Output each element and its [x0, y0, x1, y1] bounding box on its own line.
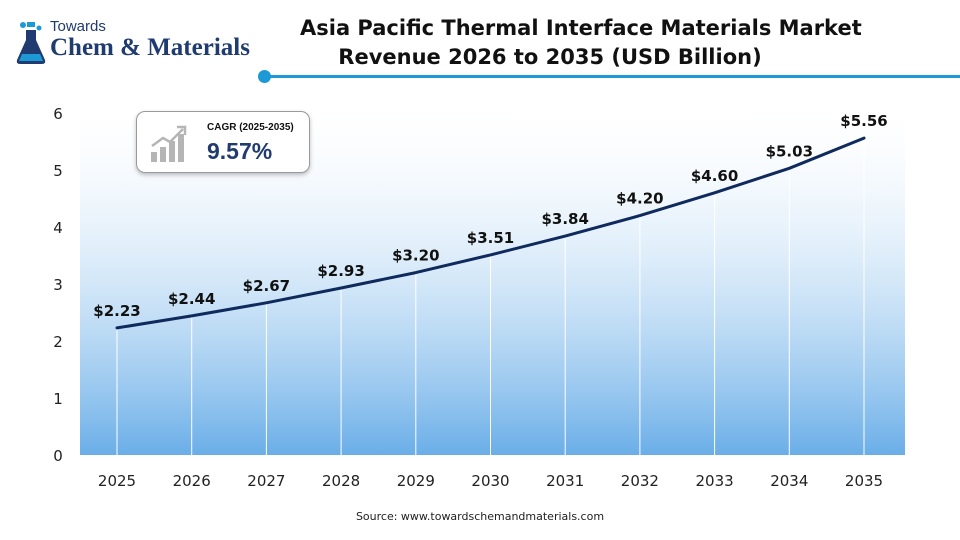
data-label: $4.60 — [691, 167, 738, 185]
header-rule-dot — [258, 70, 271, 83]
data-label: $5.56 — [840, 112, 887, 130]
data-label: $2.23 — [93, 302, 140, 320]
bar-growth-icon — [151, 125, 187, 162]
data-label: $2.93 — [317, 262, 364, 280]
x-tick-label: 2025 — [98, 472, 136, 490]
y-tick-label: 3 — [53, 276, 63, 294]
y-tick-label: 6 — [53, 105, 63, 123]
x-tick-label: 2035 — [845, 472, 883, 490]
data-label: $3.51 — [467, 229, 514, 247]
x-tick-label: 2026 — [173, 472, 211, 490]
header-rule — [268, 75, 960, 78]
chart-title-line-1: Asia Pacific Thermal Interface Materials… — [300, 16, 862, 40]
cagr-badge: CAGR (2025-2035) 9.57% — [136, 111, 310, 173]
data-label: $3.84 — [541, 210, 588, 228]
x-tick-label: 2034 — [770, 472, 808, 490]
cagr-label: CAGR (2025-2035) — [207, 122, 294, 133]
x-tick-label: 2032 — [621, 472, 659, 490]
chart-title-line-2: Revenue 2026 to 2035 (USD Billion) — [338, 45, 762, 69]
cagr-value: 9.57% — [207, 138, 273, 164]
y-tick-label: 0 — [53, 447, 63, 465]
x-tick-label: 2033 — [696, 472, 734, 490]
x-tick-label: 2027 — [247, 472, 285, 490]
x-tick-label: 2029 — [397, 472, 435, 490]
data-label: $2.67 — [243, 277, 290, 295]
source-note: Source: www.towardschemandmaterials.com — [355, 510, 605, 523]
y-tick-label: 2 — [53, 333, 63, 351]
y-tick-label: 5 — [53, 162, 63, 180]
x-tick-label: 2030 — [471, 472, 509, 490]
chart-title: Asia Pacific Thermal Interface Materials… — [300, 14, 862, 72]
x-tick-label: 2028 — [322, 472, 360, 490]
x-tick-label: 2031 — [546, 472, 584, 490]
data-label: $4.20 — [616, 190, 663, 208]
flask-icon — [16, 22, 46, 64]
brand-main-text: Chem & Materials — [50, 34, 250, 61]
brand-logo: Towards Chem & Materials — [14, 14, 254, 70]
data-label: $3.20 — [392, 247, 439, 265]
y-tick-label: 4 — [53, 219, 63, 237]
brand-small-text: Towards — [50, 18, 106, 35]
data-label: $5.03 — [766, 142, 813, 160]
data-label: $2.44 — [168, 290, 215, 308]
series-line — [115, 136, 866, 330]
y-tick-label: 1 — [53, 390, 63, 408]
